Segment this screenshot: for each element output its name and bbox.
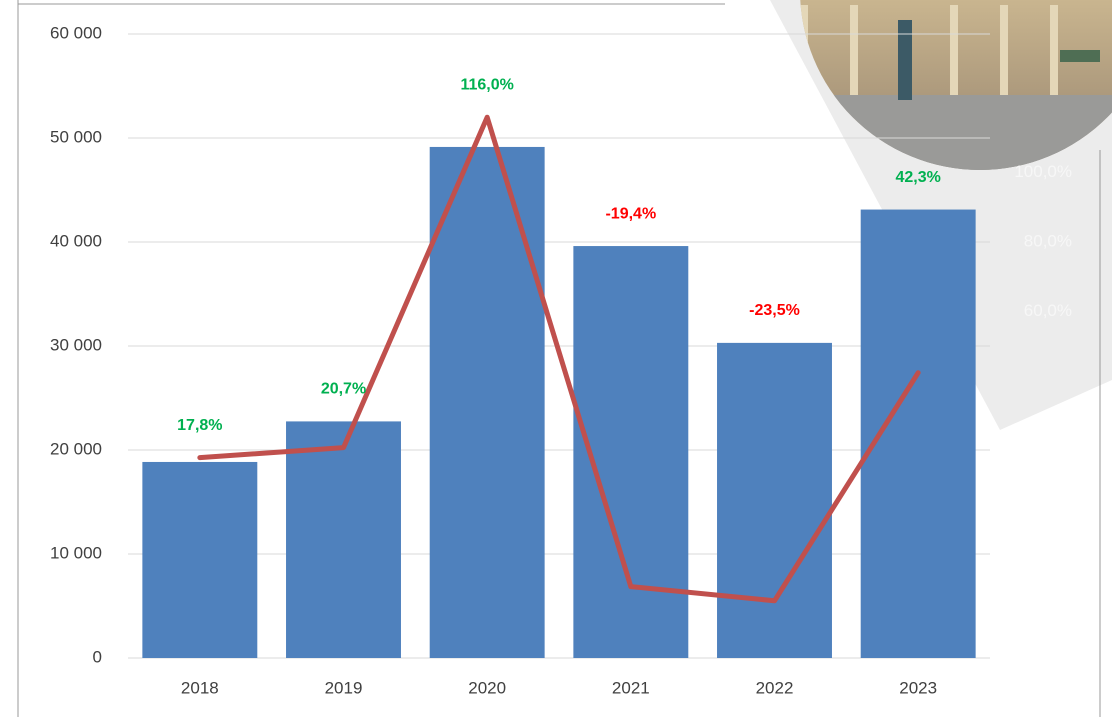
x-tick-label: 2018 xyxy=(181,678,219,697)
y2-tick-label: 60,0% xyxy=(1024,301,1072,320)
x-tick-label: 2019 xyxy=(325,678,363,697)
y-tick-label: 40 000 xyxy=(50,231,102,250)
y-tick-label: 50 000 xyxy=(50,127,102,146)
y-tick-label: 10 000 xyxy=(50,543,102,562)
line xyxy=(197,114,921,604)
x-tick-label: 2022 xyxy=(756,678,794,697)
data-label: 17,8% xyxy=(177,417,222,434)
x-tick-label: 2020 xyxy=(468,678,506,697)
bar xyxy=(286,421,401,658)
y-tick-label: 60 000 xyxy=(50,23,102,42)
y-tick-label: 30 000 xyxy=(50,335,102,354)
data-label: -23,5% xyxy=(749,302,800,319)
y2-tick-label: 100,0% xyxy=(1014,162,1072,181)
y-tick-label: 20 000 xyxy=(50,439,102,458)
bar xyxy=(142,461,258,658)
x-tick-label: 2021 xyxy=(612,678,650,697)
data-label: 20,7% xyxy=(321,381,366,398)
data-label: -19,4% xyxy=(605,205,656,222)
bar xyxy=(429,146,545,658)
x-tick-label: 2023 xyxy=(899,678,937,697)
data-label: 42,3% xyxy=(895,169,940,186)
data-label: 116,0% xyxy=(460,76,513,93)
y2-tick-label: 80,0% xyxy=(1024,231,1072,250)
bar xyxy=(717,342,832,658)
y-tick-label: 0 xyxy=(93,647,102,666)
